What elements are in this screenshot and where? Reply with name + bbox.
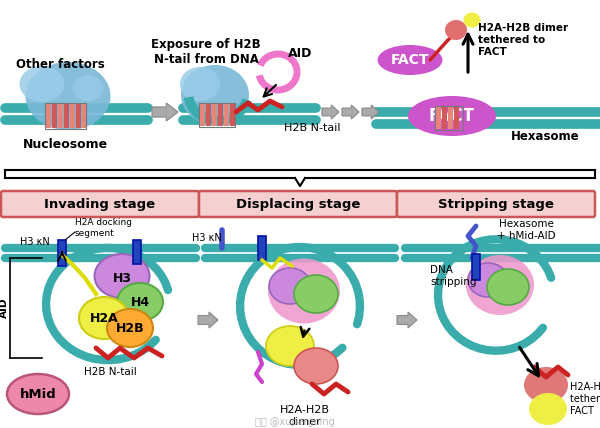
Ellipse shape [294,275,338,313]
Bar [52,104,57,128]
Ellipse shape [529,393,567,425]
Polygon shape [198,312,218,328]
Bar [442,107,447,129]
FancyBboxPatch shape [1,191,199,217]
Text: Displacing stage: Displacing stage [236,197,360,211]
Text: H2B N-tail: H2B N-tail [284,123,341,133]
Bar [258,236,266,260]
Text: FACT: FACT [429,107,475,125]
FancyBboxPatch shape [199,191,397,217]
Ellipse shape [73,75,103,101]
Text: Stripping stage: Stripping stage [438,197,554,211]
Bar [448,107,453,129]
Bar [218,104,223,126]
Bar [46,104,51,128]
Bar [224,104,229,126]
Polygon shape [397,312,417,328]
Bar [45,103,86,129]
Polygon shape [362,105,379,119]
Bar [70,104,75,128]
Text: H2A-H2B dimer
tethered to
FACT: H2A-H2B dimer tethered to FACT [570,382,600,416]
Polygon shape [322,105,339,119]
Bar [206,104,211,126]
Text: Hexasome: Hexasome [511,130,580,143]
Bar [200,104,205,126]
Ellipse shape [408,96,496,136]
Bar [76,104,81,128]
Polygon shape [152,103,178,121]
Polygon shape [342,105,359,119]
Text: AID: AID [288,47,312,59]
Ellipse shape [445,20,467,40]
Ellipse shape [25,62,110,130]
Ellipse shape [468,263,508,297]
Text: H2A docking
segment: H2A docking segment [75,218,132,238]
Text: DNA
stripping: DNA stripping [430,265,476,287]
Text: H2B N-tail: H2B N-tail [83,367,136,377]
Bar [64,104,69,128]
Text: FACT: FACT [391,53,429,67]
Bar [133,240,141,264]
Bar [435,106,463,130]
Text: H2A-H2B dimer
tethered to
FACT: H2A-H2B dimer tethered to FACT [478,24,568,56]
Text: Nucleosome: Nucleosome [22,137,107,151]
Ellipse shape [79,297,129,339]
Ellipse shape [181,65,249,125]
Text: H3 κN: H3 κN [20,237,50,247]
Ellipse shape [117,283,163,321]
Ellipse shape [268,259,340,324]
Ellipse shape [464,12,481,27]
Ellipse shape [107,309,153,347]
Text: H2B: H2B [116,323,145,336]
Text: AID: AID [0,298,9,318]
Ellipse shape [19,66,65,102]
Ellipse shape [487,269,529,305]
Text: 知乎 @xupergoing: 知乎 @xupergoing [255,417,335,427]
Bar [212,104,217,126]
Ellipse shape [7,374,69,414]
Bar [454,107,459,129]
Text: Other factors: Other factors [16,57,104,71]
Text: H4: H4 [130,297,149,309]
Bar [472,254,480,280]
Ellipse shape [266,326,314,366]
Ellipse shape [294,348,338,384]
Text: Invading stage: Invading stage [44,197,155,211]
Text: Hexasome
+ hMid-AID: Hexasome + hMid-AID [497,219,556,241]
Ellipse shape [466,255,534,315]
Ellipse shape [180,67,220,101]
Text: H2A: H2A [89,312,118,326]
Ellipse shape [377,45,443,75]
Bar [230,104,235,126]
Text: H2A-H2B
dimer
displacement: H2A-H2B dimer displacement [268,405,343,428]
Ellipse shape [269,268,311,304]
Bar [82,104,87,128]
Bar [436,107,441,129]
Bar [58,104,63,128]
Text: Exposure of H2B
N-tail from DNA: Exposure of H2B N-tail from DNA [151,38,261,66]
Ellipse shape [524,367,568,403]
Bar [58,240,66,266]
Text: H3 κN: H3 κN [192,233,222,243]
Text: H3: H3 [113,271,131,285]
Ellipse shape [95,254,149,298]
Text: hMid: hMid [20,387,56,401]
Bar [199,103,235,127]
FancyBboxPatch shape [397,191,595,217]
